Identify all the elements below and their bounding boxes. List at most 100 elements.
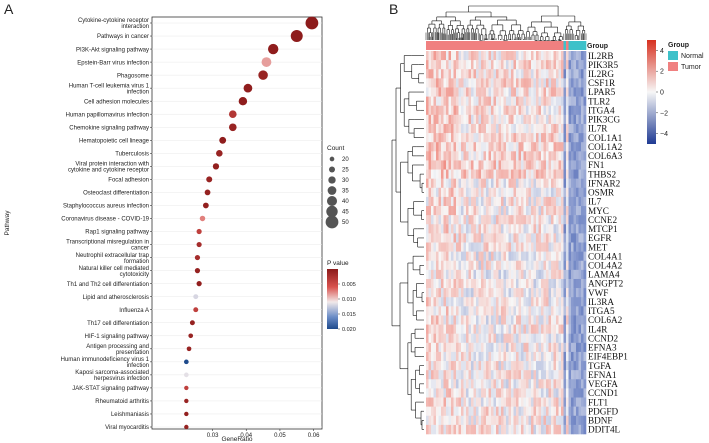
colorbar-tick-label: 0.010 <box>342 297 356 303</box>
heatmap-cell <box>553 333 557 344</box>
heatmap-cell <box>518 233 522 243</box>
heatmap-cell <box>443 151 447 161</box>
heatmap-cell <box>553 424 557 435</box>
heatmap-cell <box>521 114 524 125</box>
heatmap-cell <box>461 196 464 207</box>
heatmap-cell <box>476 379 479 389</box>
heatmap-cell <box>441 151 444 161</box>
heatmap-cell <box>521 233 524 243</box>
heatmap-cell <box>561 315 564 325</box>
group-cell <box>436 41 439 50</box>
heatmap-cell <box>553 78 557 88</box>
heatmap-cell <box>546 178 549 189</box>
heatmap-cell <box>538 123 542 134</box>
heatmap-cell <box>541 251 544 262</box>
heatmap-cell <box>576 351 579 362</box>
heatmap-cell <box>571 60 574 70</box>
heatmap-cell <box>498 242 502 252</box>
heatmap-cell <box>576 260 579 271</box>
heatmap-cell <box>481 215 484 225</box>
heatmap-cell <box>561 178 564 189</box>
heatmap-cell <box>518 206 522 216</box>
heatmap-cell <box>438 351 442 362</box>
heatmap-cell <box>551 361 554 371</box>
heatmap-cell <box>491 379 494 389</box>
heatmap-cell <box>531 288 534 298</box>
heatmap-cell <box>523 351 527 362</box>
heatmap-cell <box>481 297 484 307</box>
heatmap-cell <box>496 297 499 307</box>
heatmap-cell <box>506 51 509 61</box>
heatmap-cell <box>473 187 477 198</box>
heatmap-cell <box>428 51 432 61</box>
heatmap-cell <box>566 114 569 125</box>
heatmap-cell <box>541 233 544 243</box>
heatmap-cell <box>466 333 469 344</box>
heatmap-cell <box>483 351 487 362</box>
heatmap-cell <box>456 251 459 262</box>
gene-label: IL3RA <box>588 297 614 307</box>
heatmap-cell <box>583 206 587 216</box>
heatmap-cell <box>556 251 559 262</box>
heatmap-cell <box>513 260 517 271</box>
heatmap-cell <box>516 51 519 61</box>
heatmap-cell <box>438 78 442 88</box>
heatmap-cell <box>463 269 467 280</box>
heatmap-cell <box>431 269 434 280</box>
heatmap-cell <box>581 415 584 426</box>
heatmap-cell <box>488 288 492 298</box>
bubble-point <box>184 398 189 404</box>
heatmap-cell <box>578 315 582 325</box>
heatmap-cell <box>448 379 452 389</box>
heatmap-cell <box>526 397 529 407</box>
heatmap-cell <box>486 269 489 280</box>
heatmap-cell <box>558 251 562 262</box>
heatmap-cell <box>478 269 482 280</box>
heatmap-cell <box>513 424 517 435</box>
heatmap-cell <box>493 288 497 298</box>
heatmap-cell <box>506 105 509 116</box>
heatmap-cell <box>453 51 457 61</box>
heatmap-cell <box>513 69 517 79</box>
heatmap-cell <box>481 324 484 334</box>
heatmap-cell <box>536 260 539 271</box>
heatmap-cell <box>523 333 527 344</box>
heatmap-cell <box>493 69 497 79</box>
heatmap-cell <box>523 361 527 371</box>
heatmap-cell <box>516 333 519 344</box>
heatmap-cell <box>503 278 507 289</box>
heatmap-cell <box>541 87 544 97</box>
heatmap-cell <box>521 424 524 435</box>
heatmap-cell <box>506 96 509 107</box>
heatmap-cell <box>516 196 519 207</box>
heatmap-cell <box>568 269 572 280</box>
heatmap-cell <box>461 415 464 426</box>
heatmap-cell <box>466 105 469 116</box>
heatmap-cell <box>431 379 434 389</box>
heatmap-cell <box>553 123 557 134</box>
heatmap-cell <box>571 379 574 389</box>
heatmap-cell <box>551 406 554 417</box>
heatmap-cell <box>438 96 442 107</box>
heatmap-cell <box>573 133 577 143</box>
heatmap-cell <box>513 297 517 307</box>
heatmap-cell <box>481 51 484 61</box>
heatmap-cell <box>483 397 487 407</box>
pathway-label: Th1 and Th2 cell differentiation <box>67 282 149 288</box>
heatmap-cell <box>463 160 467 170</box>
heatmap-cell <box>481 206 484 216</box>
heatmap-cell <box>578 406 582 417</box>
heatmap-cell <box>508 260 512 271</box>
heatmap-cell <box>516 151 519 161</box>
heatmap-cell <box>528 324 532 334</box>
heatmap-cell <box>563 78 567 88</box>
group-cell <box>528 41 532 50</box>
heatmap-cell <box>546 114 549 125</box>
heatmap-cell <box>451 187 454 198</box>
heatmap-cell <box>468 51 472 61</box>
heatmap-cell <box>556 415 559 426</box>
heatmap-cell <box>558 424 562 435</box>
heatmap-cell <box>518 87 522 97</box>
heatmap-cell <box>526 424 529 435</box>
